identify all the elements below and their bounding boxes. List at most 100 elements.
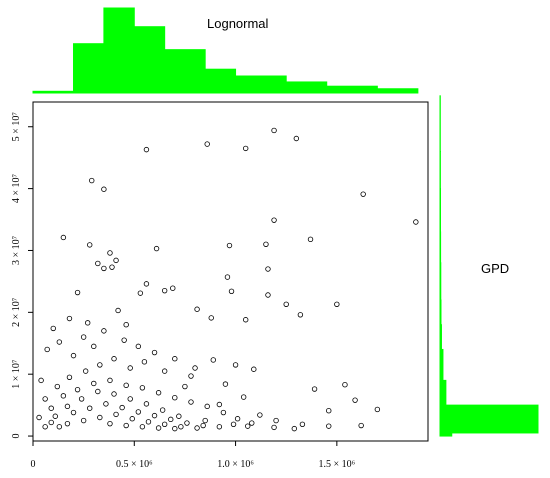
- scatter-point: [109, 264, 115, 270]
- scatter-point: [194, 306, 200, 312]
- scatter-point: [135, 409, 142, 415]
- scatter-point: [307, 236, 314, 243]
- top-histogram-bar: [376, 88, 419, 94]
- scatter-point: [358, 422, 364, 429]
- scatter-point: [42, 424, 48, 430]
- scatter-point: [91, 343, 97, 350]
- scatter-point: [78, 396, 85, 402]
- x-tick-label: 0: [31, 459, 36, 470]
- scatter-point: [143, 146, 150, 153]
- scatter-point: [311, 386, 318, 392]
- top-histogram-bar: [103, 7, 135, 94]
- scatter-point: [374, 406, 381, 413]
- scatter-points: [36, 127, 419, 432]
- scatter-point: [413, 219, 419, 225]
- right-histogram-bar: [439, 231, 442, 264]
- scatter-point: [80, 417, 87, 424]
- scatter-point: [161, 287, 168, 294]
- scatter-point: [101, 265, 107, 272]
- scatter-point: [204, 403, 210, 410]
- y-tick-label: 1 × 10⁷: [11, 359, 22, 389]
- scatter-point: [145, 419, 152, 425]
- scatter-point: [111, 391, 117, 397]
- scatter-point: [60, 393, 67, 399]
- scatter-point: [161, 421, 168, 427]
- scatter-point: [208, 315, 214, 321]
- scatter-point: [232, 362, 239, 368]
- scatter-point: [89, 177, 95, 184]
- scatter-point: [101, 186, 107, 192]
- scatter-point: [251, 366, 257, 372]
- scatter-point: [70, 352, 77, 359]
- scatter-point: [188, 373, 194, 379]
- scatter-point: [245, 423, 251, 429]
- scatter-point: [216, 424, 223, 430]
- scatter-point: [95, 388, 101, 395]
- top-histogram-bar: [32, 90, 75, 94]
- scatter-point: [182, 383, 188, 390]
- scatter-point: [107, 377, 113, 384]
- scatter-point: [87, 405, 93, 411]
- y-tick-label: 4 × 10⁷: [11, 174, 22, 204]
- scatter-point: [54, 383, 61, 390]
- scatter-point: [200, 422, 206, 429]
- scatter-point: [111, 356, 117, 362]
- scatter-point: [91, 380, 97, 387]
- scatter-point: [50, 325, 56, 332]
- top-histogram-bar: [285, 81, 328, 94]
- scatter-point: [249, 420, 255, 426]
- scatter-point: [52, 413, 58, 419]
- scatter-point: [127, 365, 133, 371]
- scatter-point: [271, 127, 277, 134]
- top-histogram: [32, 7, 419, 94]
- scatter-point: [170, 285, 176, 291]
- scatter-point: [135, 343, 142, 350]
- scatter-point: [188, 399, 194, 405]
- scatter-point: [60, 234, 67, 241]
- scatter-point: [194, 425, 200, 431]
- scatter-point: [271, 217, 277, 223]
- y-tick-label: 0: [11, 434, 22, 439]
- scatter-point: [153, 245, 160, 252]
- scatter-point: [210, 357, 216, 363]
- scatter-point: [273, 417, 279, 424]
- scatter-point: [129, 416, 135, 422]
- right-histogram-bar: [439, 404, 539, 434]
- scatter-point: [137, 290, 144, 296]
- scatter-point: [352, 397, 358, 403]
- scatter-point: [64, 420, 71, 427]
- scatter-point: [265, 292, 271, 298]
- scatter-point: [224, 274, 231, 280]
- scatter-point: [176, 413, 182, 419]
- scatter-point: [103, 401, 109, 407]
- scatter-point: [107, 420, 113, 427]
- scatter-point: [127, 396, 133, 402]
- scatter-point: [172, 425, 178, 432]
- scatter-point: [36, 414, 42, 421]
- scatter-point: [64, 403, 71, 410]
- top-histogram-bar: [235, 75, 287, 94]
- scatter-point: [143, 281, 150, 287]
- scatter-point: [342, 382, 348, 388]
- scatter-point: [151, 349, 158, 356]
- scatter-point: [97, 414, 103, 421]
- scatter-point: [155, 390, 162, 396]
- right-histogram-bar: [439, 379, 447, 406]
- scatter-point: [155, 425, 162, 431]
- scatter-point: [113, 411, 119, 418]
- scatter-point: [74, 386, 81, 393]
- scatter-point: [95, 260, 101, 267]
- scatter-point: [139, 385, 146, 391]
- scatter-point: [242, 317, 249, 323]
- scatter-point: [192, 365, 198, 371]
- top-histogram-bar: [133, 26, 166, 94]
- scatter-point: [240, 394, 247, 400]
- scatter-point: [143, 401, 150, 407]
- top-histogram-bar: [326, 85, 378, 94]
- scatter-point: [87, 242, 93, 248]
- scatter-point: [141, 359, 148, 365]
- scatter-point: [123, 422, 129, 429]
- scatter-point: [326, 423, 332, 429]
- scatter-point: [139, 424, 146, 430]
- x-tick-label: 0.5 × 10⁶: [116, 459, 153, 470]
